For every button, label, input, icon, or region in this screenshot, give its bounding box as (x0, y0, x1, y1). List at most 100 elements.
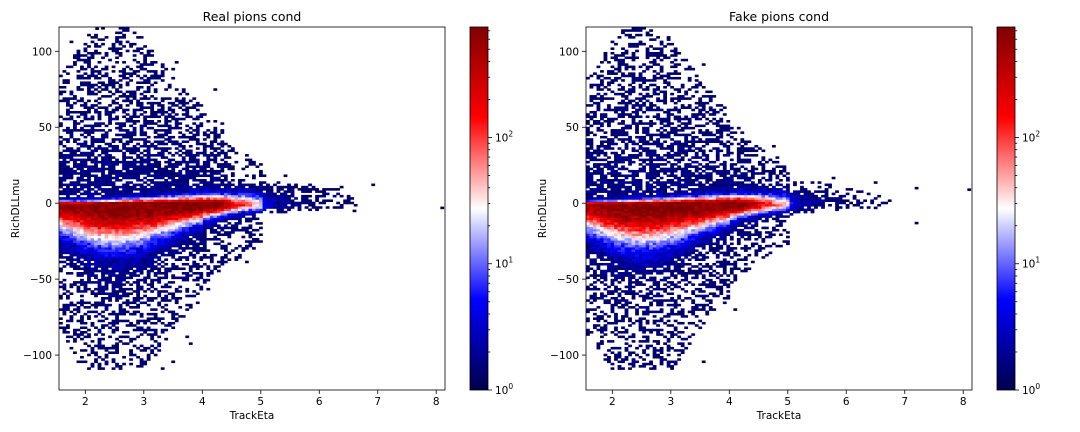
heatmap-cell (132, 233, 137, 237)
heatmap-cell (111, 247, 116, 250)
heatmap-cell (192, 226, 197, 230)
heatmap-cell (589, 267, 594, 271)
heatmap-cell (607, 197, 611, 200)
heatmap-cell (157, 160, 162, 164)
heatmap-cell (174, 61, 179, 64)
heatmap-cell (273, 201, 277, 205)
heatmap-cell (181, 231, 186, 234)
heatmap-cell (167, 151, 172, 155)
heatmap-cell (192, 156, 197, 159)
heatmap-cell (87, 265, 91, 268)
heatmap-cell (69, 262, 74, 266)
heatmap-cell (73, 185, 77, 189)
heatmap-cell (115, 285, 119, 289)
heatmap-cell (129, 242, 133, 246)
heatmap-cell (269, 188, 274, 191)
heatmap-cell (97, 38, 102, 41)
heatmap-cell (132, 113, 137, 116)
heatmap-cell (164, 290, 169, 293)
heatmap-cell (139, 365, 144, 368)
heatmap-cell (90, 181, 95, 184)
heatmap-cell (122, 233, 126, 237)
heatmap-cell (76, 188, 81, 191)
heatmap-cell (269, 203, 274, 207)
heatmap-cell (164, 247, 169, 250)
heatmap-cell (614, 312, 618, 316)
heatmap-cell (600, 115, 604, 119)
heatmap-cell (62, 97, 67, 100)
heatmap-cell (129, 267, 133, 271)
heatmap-cell (192, 210, 197, 214)
heatmap-cell (125, 222, 130, 225)
heatmap-cell (83, 222, 88, 225)
heatmap-cell (621, 185, 625, 189)
heatmap-cell (87, 206, 91, 209)
heatmap-cell (603, 120, 608, 123)
heatmap-cell (118, 95, 123, 98)
heatmap-cell (596, 126, 601, 130)
heatmap-cell (136, 99, 141, 103)
heatmap-cell (614, 333, 618, 336)
heatmap-cell (115, 326, 119, 330)
heatmap-cell (83, 213, 88, 216)
heatmap-cell (125, 97, 130, 100)
heatmap-cell (97, 61, 102, 64)
heatmap-cell (87, 110, 91, 114)
heatmap-cell (167, 292, 172, 296)
heatmap-cell (69, 199, 74, 202)
heatmap-cell (199, 235, 204, 239)
heatmap-cell (125, 324, 130, 327)
heatmap-cell (178, 215, 183, 218)
heatmap-cell (248, 197, 253, 200)
heatmap-cell (213, 156, 218, 159)
heatmap-cell (104, 183, 109, 187)
heatmap-cell (104, 346, 109, 350)
heatmap-cell (76, 247, 81, 250)
heatmap-cell (206, 194, 211, 198)
heatmap-cell (122, 210, 126, 214)
heatmap-cell (83, 154, 88, 157)
heatmap-cell (132, 299, 137, 302)
heatmap-cell (174, 197, 179, 200)
heatmap-cell (195, 138, 200, 141)
heatmap-cell (122, 95, 126, 98)
heatmap-cell (153, 165, 158, 168)
heatmap-cell (248, 183, 253, 187)
heatmap-cell (209, 169, 214, 173)
heatmap-cell (62, 285, 67, 289)
heatmap-cell (178, 213, 183, 216)
heatmap-cell (118, 269, 123, 273)
heatmap-cell (600, 224, 604, 227)
heatmap-cell (143, 67, 148, 71)
heatmap-cell (586, 185, 590, 189)
heatmap-cell (136, 240, 141, 243)
heatmap-cell (83, 172, 88, 175)
heatmap-cell (199, 228, 204, 232)
heatmap-cell (171, 115, 176, 119)
heatmap-cell (610, 362, 615, 366)
heatmap-cell (80, 283, 84, 286)
heatmap-cells (59, 27, 445, 370)
heatmap-cell (150, 335, 155, 339)
heatmap-cell (90, 140, 95, 144)
heatmap-cell (125, 269, 130, 273)
heatmap-cell (160, 172, 165, 175)
heatmap-cell (213, 190, 218, 193)
heatmap-cell (136, 138, 141, 141)
heatmap-cell (69, 208, 74, 212)
heatmap-cell (146, 90, 151, 94)
heatmap-cell (178, 179, 183, 182)
heatmap-cell (621, 201, 625, 205)
heatmap-cell (94, 181, 98, 184)
heatmap-cell (202, 185, 207, 189)
heatmap-cell (248, 244, 253, 248)
heatmap-cell (90, 149, 95, 153)
heatmap-cell (97, 240, 102, 243)
heatmap-cell (607, 61, 611, 64)
heatmap-cell (174, 113, 179, 116)
heatmap-cell (586, 183, 590, 187)
heatmap-cell (586, 133, 590, 137)
heatmap-cell (108, 47, 112, 50)
heatmap-cell (69, 106, 74, 109)
heatmap-cell (108, 83, 112, 87)
